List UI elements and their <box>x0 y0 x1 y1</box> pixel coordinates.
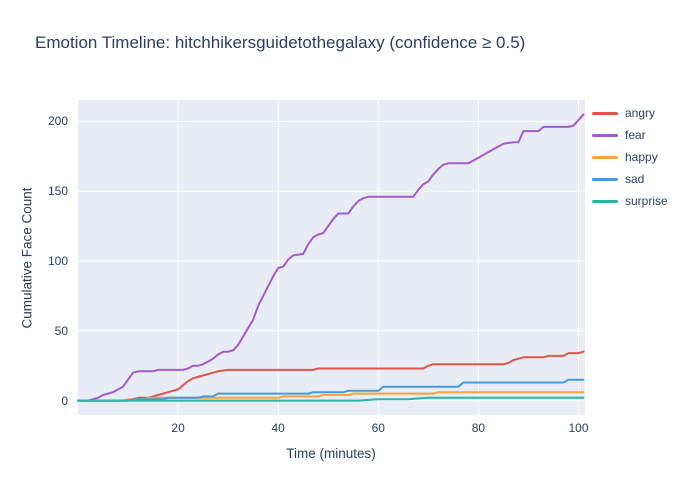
legend-item-fear[interactable]: fear <box>592 124 668 146</box>
legend-swatch-happy <box>592 155 618 159</box>
legend-swatch-sad <box>592 177 618 181</box>
legend-item-happy[interactable]: happy <box>592 146 668 168</box>
y-tick-label: 0 <box>61 393 68 408</box>
x-axis-title: Time (minutes) <box>286 446 376 461</box>
chart-title: Emotion Timeline: hitchhikersguidetotheg… <box>35 33 526 52</box>
series-line-fear[interactable] <box>77 113 585 402</box>
x-tick-label: 40 <box>271 421 285 435</box>
legend-label: sad <box>625 172 645 186</box>
y-tick-label: 150 <box>47 184 68 199</box>
legend-item-angry[interactable]: angry <box>592 102 668 124</box>
y-tick-label: 100 <box>47 254 68 268</box>
x-tick-label: 20 <box>171 421 185 435</box>
legend-swatch-angry <box>592 111 618 115</box>
x-tick-label: 80 <box>471 421 486 435</box>
x-tick-label: 100 <box>568 421 589 435</box>
plot-background <box>78 100 585 415</box>
x-tick-label: 60 <box>371 421 385 435</box>
legend-label: angry <box>625 106 656 120</box>
legend-swatch-fear <box>592 133 618 137</box>
legend-item-sad[interactable]: sad <box>592 168 668 190</box>
legend-swatch-surprise <box>592 199 618 203</box>
series-line-surprise[interactable] <box>77 396 585 402</box>
legend-label: fear <box>625 128 646 142</box>
legend-label: surprise <box>625 194 668 208</box>
legend-item-surprise[interactable]: surprise <box>592 190 668 212</box>
series-line-sad[interactable] <box>77 378 585 402</box>
legend-label: happy <box>625 150 658 164</box>
y-axis-title: Cumulative Face Count <box>19 187 35 329</box>
y-tick-label: 50 <box>54 323 68 338</box>
series-line-angry[interactable] <box>77 350 585 402</box>
y-tick-label: 200 <box>47 114 68 129</box>
legend: angry fear happy sad surprise <box>592 102 668 212</box>
